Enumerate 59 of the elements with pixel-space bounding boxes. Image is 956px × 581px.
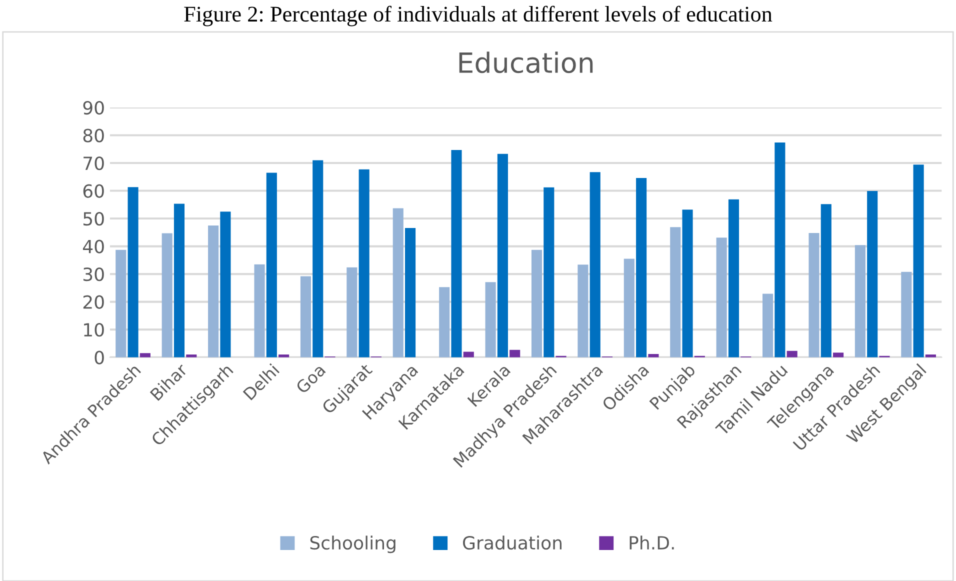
y-tick-label: 40 bbox=[82, 240, 104, 254]
bar bbox=[405, 228, 416, 358]
y-tick-label: 80 bbox=[83, 128, 104, 142]
bar bbox=[531, 250, 542, 358]
bar bbox=[439, 287, 450, 358]
bar bbox=[854, 245, 866, 358]
y-tick-label: 30 bbox=[83, 267, 104, 282]
y-tick-label: 10 bbox=[84, 323, 104, 337]
bar bbox=[312, 160, 324, 358]
bar bbox=[682, 210, 693, 358]
bar bbox=[786, 350, 798, 358]
bar bbox=[624, 258, 634, 358]
caption: Figure 2: Percentage of individuals at different levels of education bbox=[184, 6, 772, 26]
bar bbox=[728, 199, 740, 358]
bar bbox=[716, 238, 727, 358]
bar bbox=[392, 208, 404, 358]
bar bbox=[510, 350, 520, 358]
bar bbox=[140, 353, 150, 358]
bar bbox=[497, 154, 508, 358]
chart-title: Education bbox=[459, 52, 593, 74]
bar bbox=[636, 178, 647, 358]
bar bbox=[278, 354, 290, 358]
y-tick-label: 90 bbox=[83, 100, 104, 115]
legend-label: Ph.D. bbox=[630, 536, 674, 550]
bar bbox=[901, 272, 912, 358]
y-tick-label: 20 bbox=[83, 295, 104, 309]
bar bbox=[867, 191, 878, 358]
bar bbox=[913, 164, 924, 358]
bar bbox=[186, 354, 197, 358]
bar bbox=[485, 282, 496, 358]
bar bbox=[174, 204, 185, 358]
bar bbox=[346, 267, 358, 358]
bar bbox=[300, 276, 312, 358]
bar bbox=[833, 352, 844, 358]
bar bbox=[208, 225, 219, 358]
bar bbox=[451, 150, 462, 358]
bar bbox=[925, 354, 936, 358]
bar bbox=[116, 250, 126, 358]
bar bbox=[808, 232, 820, 358]
bar bbox=[670, 227, 681, 358]
bar bbox=[358, 169, 370, 358]
y-tick-label: 0 bbox=[94, 350, 104, 364]
bar bbox=[254, 264, 265, 358]
bar bbox=[820, 204, 832, 358]
legend-label: Schooling bbox=[310, 536, 396, 554]
bar bbox=[762, 294, 774, 358]
y-tick-label: 70 bbox=[84, 156, 104, 170]
bar bbox=[128, 187, 138, 358]
bar bbox=[590, 172, 600, 358]
bar bbox=[162, 233, 172, 358]
bar bbox=[544, 187, 554, 358]
y-tick-label: 50 bbox=[83, 212, 104, 226]
x-tick-label: Goa bbox=[295, 363, 326, 394]
bar bbox=[266, 172, 277, 358]
legend-label: Graduation bbox=[463, 536, 562, 550]
bar bbox=[578, 264, 588, 358]
y-tick-label: 60 bbox=[83, 184, 104, 198]
bar bbox=[220, 212, 231, 358]
bar bbox=[774, 142, 786, 358]
